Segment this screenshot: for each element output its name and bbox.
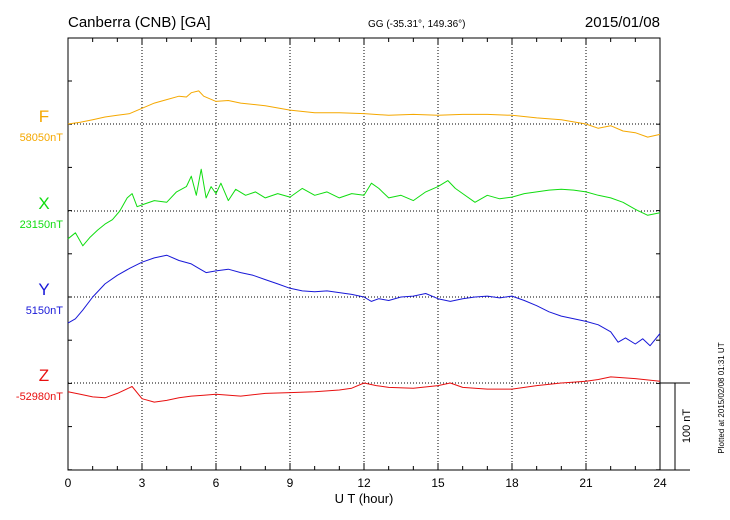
x-tick-label: 6 — [213, 476, 220, 490]
x-tick-label: 21 — [579, 476, 593, 490]
series-line-f — [67, 90, 661, 138]
x-tick-label: 12 — [357, 476, 371, 490]
scale-bar: 100 nT — [660, 382, 693, 471]
series-line-y — [67, 254, 661, 347]
series-baseline-z: -52980nT — [16, 391, 63, 403]
series-name-f: F — [39, 107, 49, 126]
scale-bar-label: 100 nT — [681, 409, 693, 444]
x-tick-label: 0 — [65, 476, 72, 490]
x-tick-label: 3 — [139, 476, 146, 490]
series-baseline-x: 23150nT — [20, 219, 64, 231]
series-name-y: Y — [38, 280, 49, 299]
series-name-z: Z — [39, 366, 49, 385]
x-tick-label: 9 — [287, 476, 294, 490]
chart-date: 2015/01/08 — [585, 14, 660, 31]
x-axis-label: U T (hour) — [335, 491, 394, 506]
x-tick-labels: 0 3 6 9 12 15 18 21 24 — [65, 476, 667, 490]
station-coordinates: GG (-35.31°, 149.36°) — [368, 19, 466, 30]
axis-ticks — [67, 38, 661, 471]
station-title: Canberra (CNB) [GA] — [68, 14, 211, 31]
series-line-z — [67, 376, 661, 403]
plotted-at-note: Plotted at 2015/02/08 01:31 UT — [717, 342, 726, 453]
series-name-x: X — [38, 194, 49, 213]
series-line-x — [67, 168, 661, 247]
series-baseline-f: 58050nT — [20, 132, 64, 144]
x-tick-label: 18 — [505, 476, 519, 490]
series-baseline-y: 5150nT — [26, 305, 64, 317]
series-lines — [67, 90, 661, 403]
x-tick-label: 15 — [431, 476, 445, 490]
x-tick-label: 24 — [653, 476, 667, 490]
series-labels: F 58050nT X 23150nT Y 5150nT Z -52980nT — [16, 107, 63, 403]
